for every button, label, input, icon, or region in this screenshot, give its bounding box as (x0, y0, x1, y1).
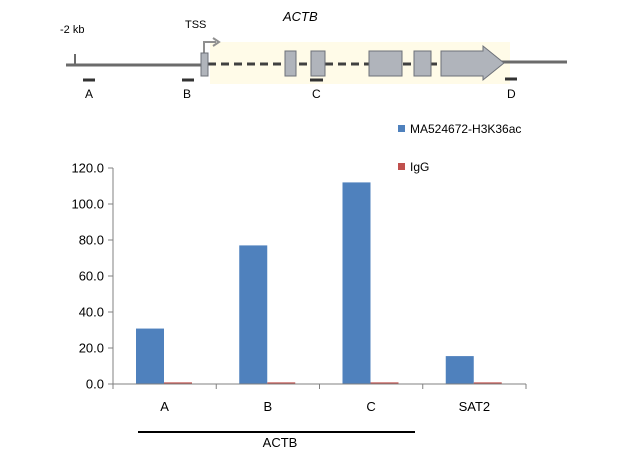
bar-h3k36ac-b (239, 245, 268, 384)
legend-swatch-igg (398, 163, 405, 170)
y-tick-label: 100.0 (71, 197, 104, 212)
primer-b-label: B (183, 87, 191, 101)
y-tick-label: 20.0 (79, 341, 104, 356)
bars (136, 182, 502, 384)
bar-igg-b (267, 382, 296, 384)
tss-label: TSS (185, 19, 206, 31)
y-tick-label: 0.0 (86, 377, 104, 392)
exon-1 (200, 52, 209, 77)
bar-h3k36ac-c (342, 182, 371, 384)
exon-5 (413, 50, 432, 77)
primer-d-label: D (507, 87, 516, 101)
bar-chart: 0.0 20.0 40.0 60.0 80.0 100.0 120.0 A B C SAT2 AC… (71, 161, 527, 450)
x-category-label: B (264, 399, 273, 414)
gene-name: ACTB (282, 9, 318, 24)
x-axis-ticks (112, 384, 527, 389)
x-axis-labels: A B C SAT2 (160, 399, 490, 414)
primer-a-label: A (85, 87, 93, 101)
legend-swatch-h3k36ac (398, 125, 405, 132)
exon-6-arrow (440, 44, 505, 82)
y-tick-label: 120.0 (71, 161, 104, 176)
legend-label-h3k36ac: MA524672-H3K36ac (410, 122, 521, 136)
exon-2 (284, 50, 297, 77)
bar-igg-a (164, 382, 192, 384)
exon-4 (368, 50, 403, 77)
exon-3 (310, 50, 326, 77)
legend-label-igg: IgG (410, 160, 429, 174)
primer-c-label: C (312, 87, 321, 101)
bar-igg-sat2 (473, 382, 502, 384)
bar-h3k36ac-a (136, 328, 164, 384)
upstream-label: -2 kb (60, 24, 84, 36)
y-tick-label: 40.0 (79, 305, 104, 320)
tss-arrowhead-icon (212, 37, 221, 47)
x-category-label: SAT2 (459, 399, 491, 414)
legend: MA524672-H3K36ac IgG (398, 122, 521, 174)
y-tick-label: 60.0 (79, 269, 104, 284)
x-category-label: C (366, 399, 375, 414)
bar-h3k36ac-sat2 (445, 356, 474, 384)
group-label: ACTB (263, 435, 298, 450)
x-category-label: A (160, 399, 169, 414)
y-axis-ticks: 0.0 20.0 40.0 60.0 80.0 100.0 120.0 (71, 161, 113, 392)
gene-diagram: -2 kb TSS ACTB A B C D (60, 9, 567, 101)
y-tick-label: 80.0 (79, 233, 104, 248)
bar-igg-c (370, 382, 399, 384)
